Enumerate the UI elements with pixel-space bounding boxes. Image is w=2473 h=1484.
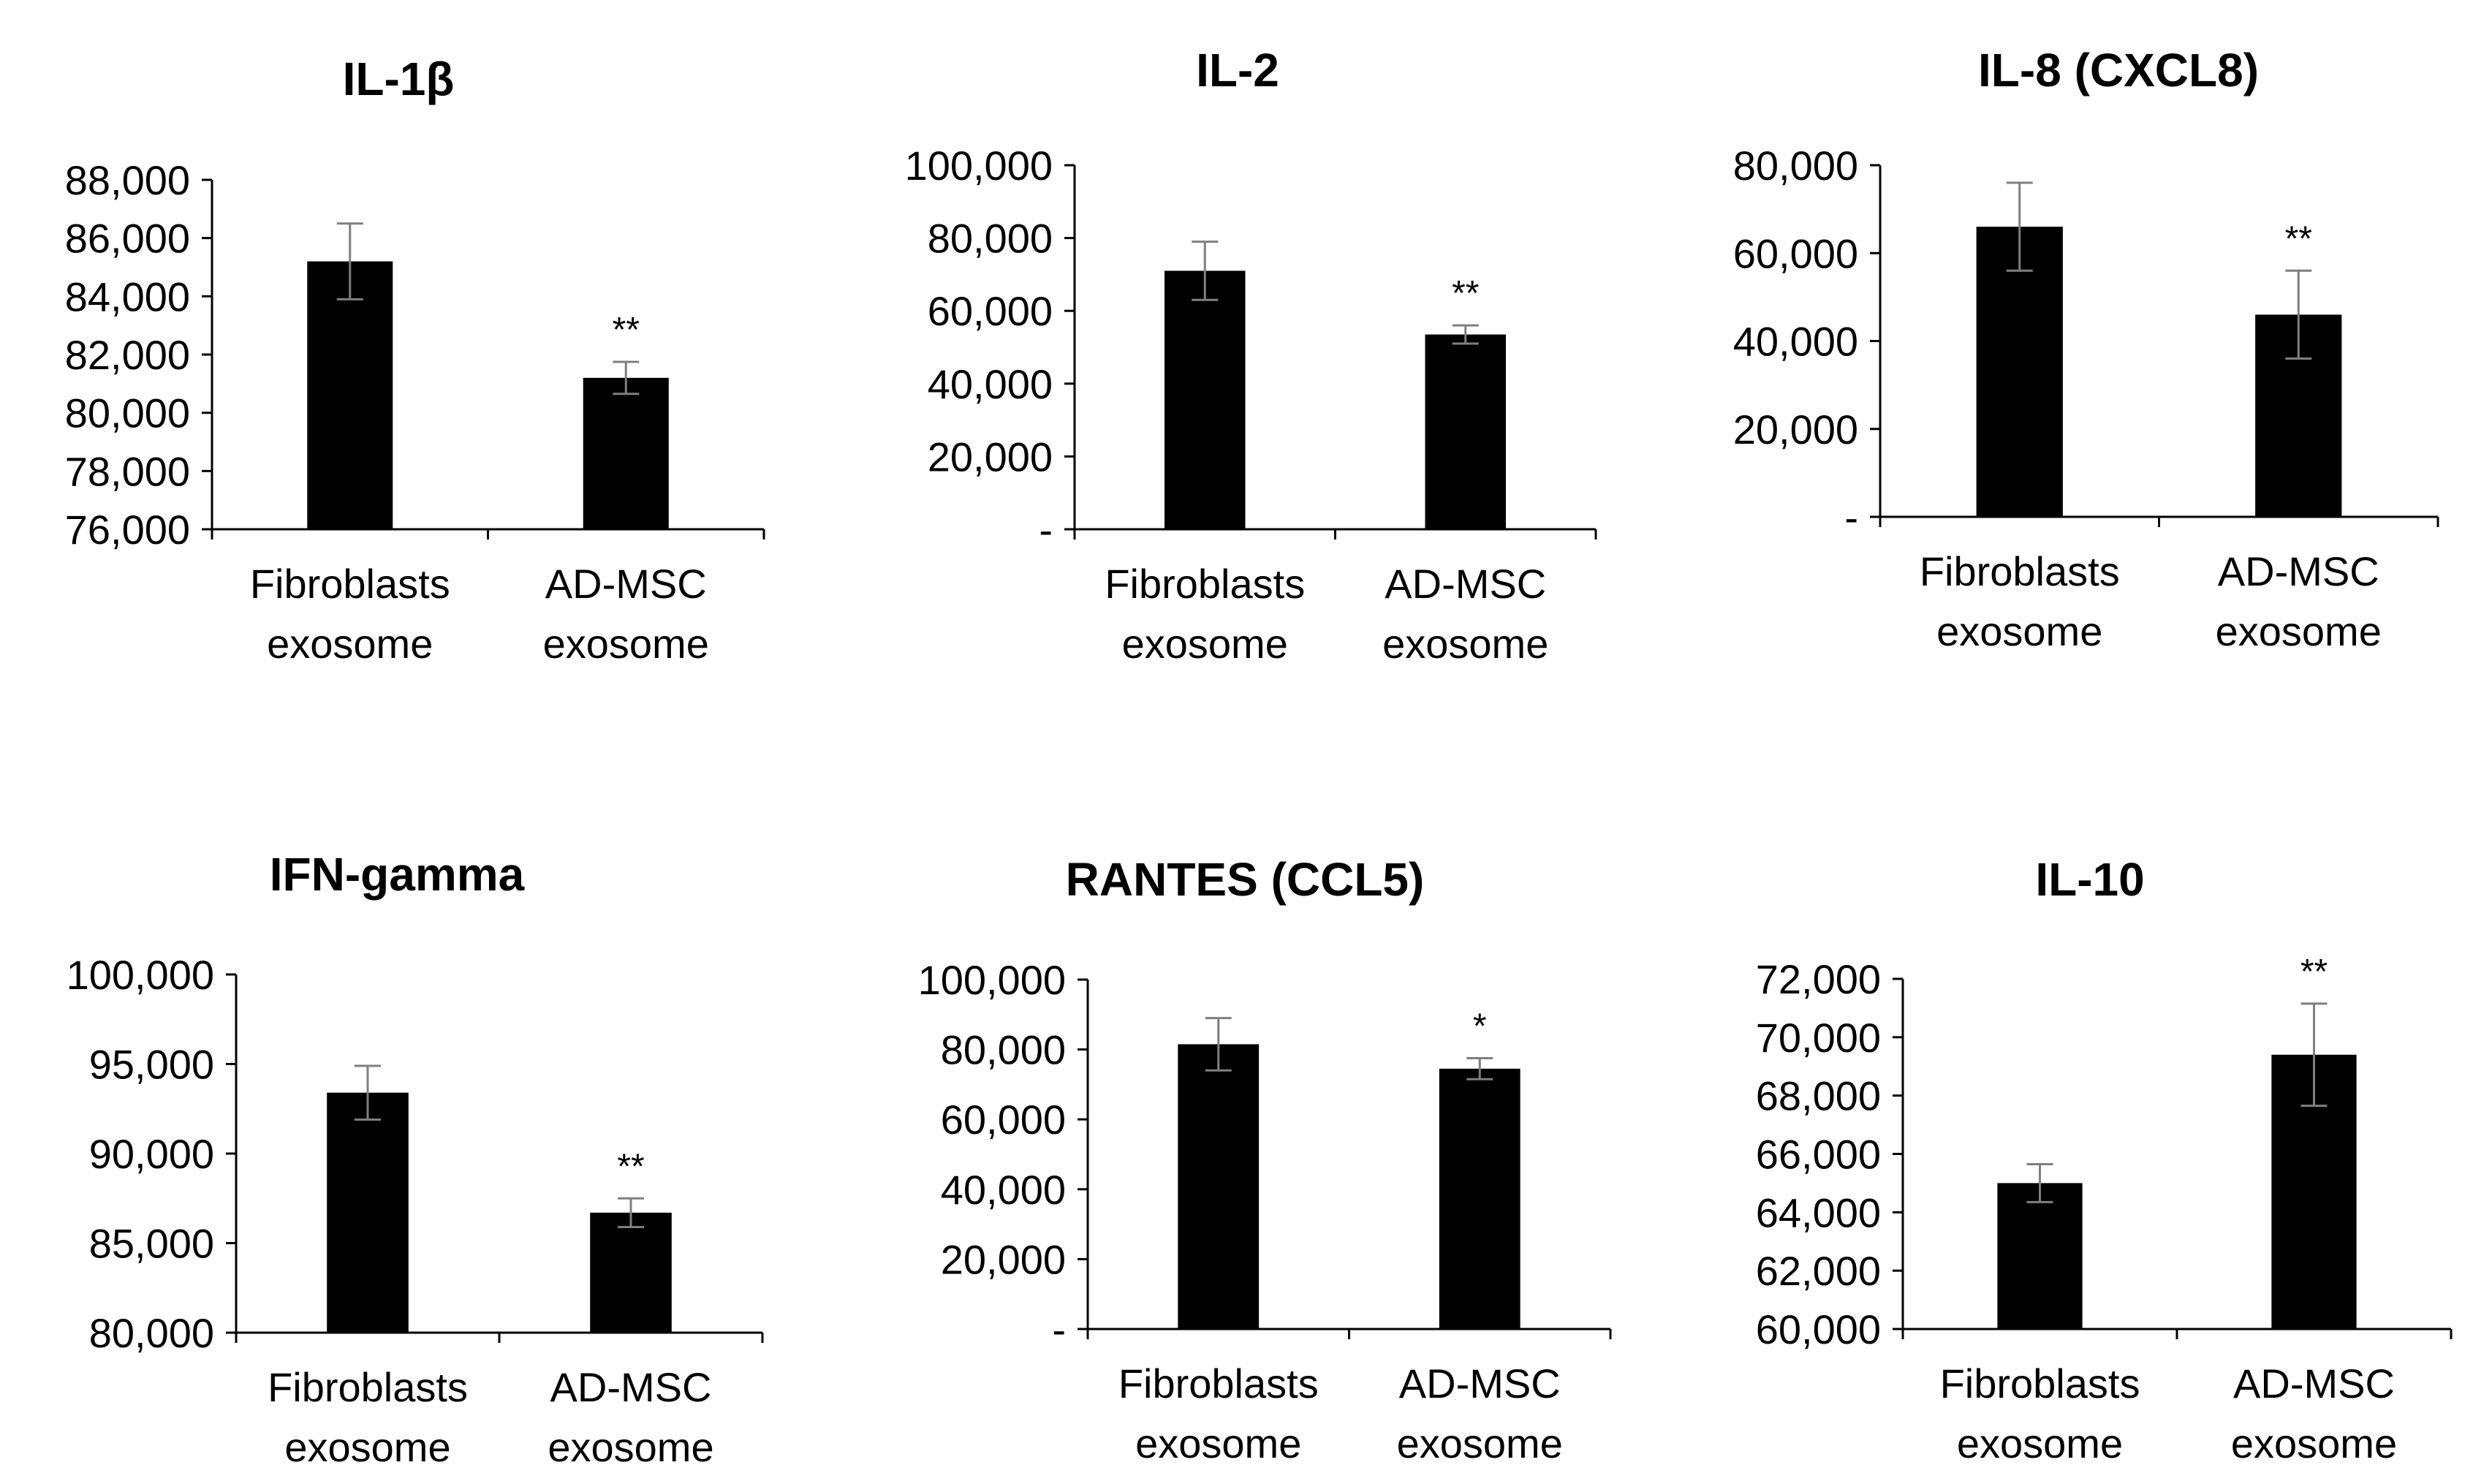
x-category-label: exosome	[1382, 621, 1548, 667]
x-category-label: Fibroblasts	[268, 1364, 468, 1410]
chart-title: IFN-gamma	[270, 848, 525, 901]
y-tick-label: 100,000	[905, 143, 1053, 189]
y-tick-label: 60,000	[941, 1097, 1066, 1143]
x-category-label: exosome	[2216, 608, 2382, 654]
x-category-label: exosome	[548, 1424, 713, 1470]
y-tick-label: 60,000	[1756, 1306, 1881, 1352]
y-tick-label: 66,000	[1756, 1132, 1881, 1178]
y-tick-label: 80,000	[941, 1027, 1066, 1073]
bar	[1178, 1044, 1260, 1329]
x-category-label: Fibroblasts	[1105, 561, 1305, 607]
significance-marker: **	[1452, 274, 1479, 313]
y-tick-label: 64,000	[1756, 1189, 1881, 1235]
y-tick-label: 80,000	[89, 1310, 214, 1356]
y-tick-label: 20,000	[1733, 406, 1858, 453]
bar	[307, 261, 393, 529]
chart-panel-3: IL-8 (CXCL8) - 20,000 40,000 60,000 80,000 Fib…	[1733, 44, 2439, 654]
y-tick-label: 80,000	[65, 390, 190, 436]
significance-marker: **	[617, 1147, 644, 1186]
y-tick-label: 40,000	[1733, 319, 1858, 365]
significance-marker: *	[1473, 1007, 1487, 1046]
y-tick-label: 40,000	[928, 361, 1053, 407]
x-category-label: exosome	[543, 621, 709, 667]
x-category-label: exosome	[267, 621, 433, 667]
significance-marker: **	[613, 311, 640, 349]
y-tick-label: 68,000	[1756, 1073, 1881, 1119]
y-tick-label: -	[1844, 494, 1858, 540]
x-category-label: AD-MSC	[550, 1364, 712, 1410]
bar	[1976, 227, 2063, 517]
bar	[1439, 1068, 1520, 1329]
chart-panel-5: RANTES (CCL5) - 20,000 40,000 60,000 80,000 10…	[918, 853, 1612, 1466]
x-category-label: exosome	[2231, 1420, 2397, 1466]
y-tick-label: -	[1052, 1306, 1066, 1352]
chart-panel-6: IL-10 60,000 62,000 64,000 66,000 68,000 70,00…	[1756, 853, 2453, 1466]
x-category-label: AD-MSC	[1385, 561, 1546, 607]
x-category-label: exosome	[1122, 621, 1288, 667]
y-tick-label: 62,000	[1756, 1248, 1881, 1294]
x-category-label: Fibroblasts	[1118, 1360, 1319, 1407]
y-tick-label: 88,000	[65, 157, 190, 203]
x-category-label: Fibroblasts	[1940, 1360, 2140, 1407]
bar	[590, 1212, 672, 1333]
y-tick-label: 80,000	[1733, 143, 1858, 189]
x-category-label: Fibroblasts	[1920, 548, 2120, 594]
chart-title: IL-8 (CXCL8)	[1978, 44, 2259, 96]
significance-marker: **	[2285, 219, 2312, 258]
chart-panel-1: IL-1β 76,000 78,000 80,000 82,000 84,000 86,00…	[65, 53, 765, 667]
bar	[583, 377, 669, 529]
bar	[1425, 334, 1507, 529]
x-category-label: AD-MSC	[2233, 1360, 2395, 1407]
chart-title: IL-2	[1196, 44, 1279, 96]
x-category-label: exosome	[1397, 1420, 1563, 1466]
y-tick-label: 70,000	[1756, 1015, 1881, 1061]
y-tick-label: 60,000	[928, 288, 1053, 334]
bar	[1164, 270, 1246, 529]
x-category-label: AD-MSC	[545, 561, 707, 607]
bar	[1997, 1183, 2083, 1329]
x-category-label: AD-MSC	[1399, 1360, 1561, 1407]
y-tick-label: 76,000	[65, 507, 190, 553]
y-tick-label: 84,000	[65, 273, 190, 319]
y-tick-label: 72,000	[1756, 956, 1881, 1002]
chart-title: IL-10	[2035, 853, 2144, 906]
chart-title: RANTES (CCL5)	[1066, 853, 1425, 906]
x-category-label: exosome	[1957, 1420, 2123, 1466]
y-tick-label: 95,000	[89, 1042, 214, 1088]
y-tick-label: -	[1039, 507, 1053, 553]
chart-title: IL-1β	[343, 53, 455, 105]
x-category-label: exosome	[1936, 608, 2102, 654]
y-tick-label: 100,000	[67, 952, 214, 998]
y-tick-label: 40,000	[941, 1167, 1066, 1213]
x-category-label: exosome	[1135, 1420, 1301, 1466]
significance-marker: **	[2300, 953, 2328, 991]
y-tick-label: 86,000	[65, 216, 190, 262]
y-tick-label: 85,000	[89, 1221, 214, 1267]
y-tick-label: 100,000	[918, 957, 1066, 1003]
chart-panel-2: IL-2 - 20,000 40,000 60,000 80,000 100,000 Fibr…	[905, 44, 1597, 667]
y-tick-label: 90,000	[89, 1131, 214, 1177]
x-category-label: exosome	[284, 1424, 450, 1470]
x-category-label: Fibroblasts	[250, 561, 450, 607]
y-tick-label: 20,000	[941, 1236, 1066, 1282]
y-tick-label: 20,000	[928, 434, 1053, 480]
y-tick-label: 80,000	[928, 216, 1053, 262]
y-tick-label: 60,000	[1733, 230, 1858, 276]
y-tick-label: 82,000	[65, 332, 190, 378]
x-category-label: AD-MSC	[2218, 548, 2379, 594]
bar	[327, 1092, 409, 1333]
y-tick-label: 78,000	[65, 448, 190, 494]
chart-panel-4: IFN-gamma 80,000 85,000 90,000 95,000 100,000…	[67, 848, 764, 1470]
